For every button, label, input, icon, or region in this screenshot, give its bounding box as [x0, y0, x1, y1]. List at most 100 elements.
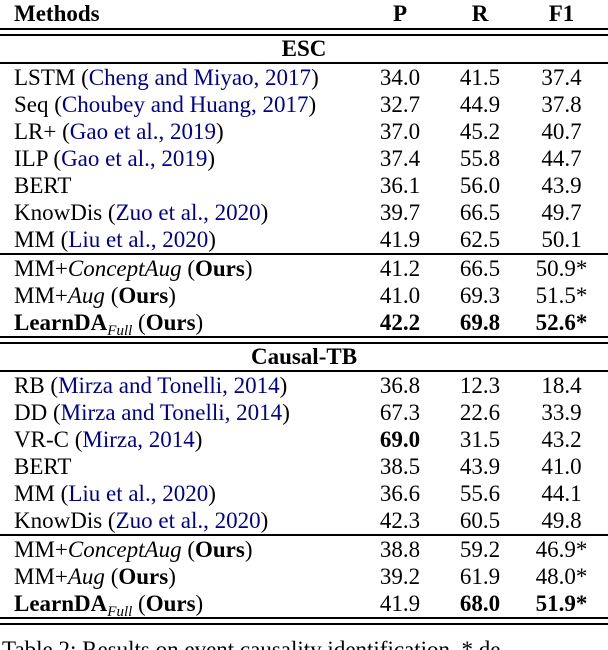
- table-caption: Table 2: Results on event causality iden…: [2, 637, 501, 650]
- table-row: MM+Aug (Ours) 41.0 69.3 51.5*: [0, 282, 608, 309]
- table-row: BERT 36.1 56.0 43.9: [0, 172, 608, 199]
- method-cell: MM+Aug (Ours): [0, 283, 355, 309]
- table-row: MM+ConceptAug (Ours) 38.8 59.2 46.9*: [0, 536, 608, 563]
- single-rule: [0, 253, 608, 255]
- precision-cell: 39.7: [379, 199, 421, 225]
- method-text-segment: ): [308, 91, 317, 117]
- method-cell: LearnDAFull (Ours): [0, 310, 355, 336]
- method-cell: MM+Aug (Ours): [0, 564, 355, 590]
- f1-cell: 43.2: [541, 426, 582, 452]
- table-row: KnowDis (Zuo et al., 2020) 42.3 60.5 49.8: [0, 507, 608, 534]
- citation-link[interactable]: Zuo et al., 2020: [115, 199, 261, 225]
- method-cell: MM (Liu et al., 2020): [0, 227, 355, 253]
- method-text-segment: ConceptAug: [67, 536, 182, 562]
- precision-cell: 41.9: [379, 226, 421, 252]
- method-text-segment: Full: [107, 603, 133, 617]
- method-text-segment: ): [195, 590, 204, 616]
- citation-link[interactable]: Cheng and Miyao, 2017: [88, 64, 312, 90]
- method-text-segment: LSTM (: [14, 64, 89, 90]
- method-cell: BERT: [0, 173, 355, 199]
- double-rule: [0, 336, 608, 344]
- citation-link[interactable]: Liu et al., 2020: [68, 226, 209, 252]
- citation-link[interactable]: Gao et al., 2019: [61, 145, 208, 171]
- method-cell: MM (Liu et al., 2020): [0, 481, 355, 507]
- f1-cell: 50.9*: [535, 255, 588, 281]
- citation-link[interactable]: Mirza and Tonelli, 2014: [60, 399, 283, 425]
- single-rule: [0, 370, 608, 372]
- f1-cell: 40.7: [541, 118, 582, 144]
- method-text-segment: Ours: [118, 282, 169, 308]
- precision-cell: 39.2: [379, 563, 421, 589]
- f1-cell: 51.5*: [535, 282, 588, 308]
- method-text-segment: Ours: [195, 536, 245, 562]
- method-text-segment: ): [282, 399, 290, 425]
- method-text-segment: (: [104, 563, 119, 589]
- method-text-segment: ): [260, 507, 269, 533]
- table-row: LearnDAFull (Ours) 41.9 68.0 51.9*: [0, 590, 608, 617]
- recall-cell: 22.6: [459, 399, 501, 425]
- method-text-segment: (: [132, 309, 146, 335]
- method-text-segment: ILP (: [14, 145, 62, 171]
- method-text-segment: Aug: [67, 563, 105, 589]
- recall-cell: 61.9: [459, 563, 501, 589]
- citation-link[interactable]: Liu et al., 2020: [68, 480, 209, 506]
- method-text-segment: ): [168, 563, 176, 589]
- citation-link[interactable]: Mirza and Tonelli, 2014: [58, 372, 280, 398]
- precision-cell: 36.1: [379, 172, 421, 198]
- method-text-segment: ): [279, 372, 288, 398]
- method-text-segment: ): [208, 226, 216, 252]
- double-rule: [0, 28, 608, 36]
- citation-link[interactable]: Gao et al., 2019: [69, 118, 217, 144]
- recall-cell: 55.8: [459, 145, 501, 171]
- recall-cell: 44.9: [459, 91, 501, 117]
- precision-cell: 41.0: [379, 282, 421, 308]
- precision-cell: 36.8: [379, 372, 421, 398]
- method-text-segment: MM (: [14, 480, 69, 506]
- precision-cell: 42.2: [379, 309, 421, 335]
- f1-cell: 44.1: [541, 480, 582, 506]
- recall-column-header: R: [471, 1, 489, 26]
- precision-cell: 67.3: [379, 399, 421, 425]
- table-row: MM+ConceptAug (Ours) 41.2 66.5 50.9*: [0, 255, 608, 282]
- recall-cell: 45.2: [459, 118, 501, 144]
- f1-cell: 49.8: [541, 507, 582, 533]
- precision-cell: 41.9: [379, 590, 421, 616]
- table-row: DD (Mirza and Tonelli, 2014) 67.3 22.6 33.9: [0, 399, 608, 426]
- f1-cell: 52.6*: [535, 309, 588, 335]
- table-row: VR-C (Mirza, 2014) 69.0 31.5 43.2: [0, 426, 608, 453]
- table-row: LearnDAFull (Ours) 42.2 69.8 52.6*: [0, 309, 608, 336]
- double-rule: [0, 617, 608, 625]
- precision-cell: 37.0: [379, 118, 421, 144]
- citation-link[interactable]: Choubey and Huang, 2017: [61, 91, 309, 117]
- recall-cell: 41.5: [459, 64, 501, 90]
- method-text-segment: (: [132, 590, 146, 616]
- recall-cell: 62.5: [459, 226, 501, 252]
- method-cell: MM+ConceptAug (Ours): [0, 537, 355, 563]
- f1-cell: 50.1: [541, 226, 582, 252]
- recall-cell: 55.6: [459, 480, 501, 506]
- f1-cell: 44.7: [541, 145, 582, 171]
- method-text-segment: Ours: [145, 590, 196, 616]
- table-row: RB (Mirza and Tonelli, 2014) 36.8 12.3 18.4: [0, 372, 608, 399]
- methods-column-header: Methods: [14, 1, 100, 26]
- method-text-segment: ): [195, 309, 204, 335]
- table-row: KnowDis (Zuo et al., 2020) 39.7 66.5 49.7: [0, 199, 608, 226]
- citation-link[interactable]: Mirza, 2014: [82, 426, 195, 452]
- f1-cell: 48.0*: [535, 563, 588, 589]
- citation-link[interactable]: Zuo et al., 2020: [115, 507, 261, 533]
- method-cell: MM+ConceptAug (Ours): [0, 256, 355, 282]
- method-cell: RB (Mirza and Tonelli, 2014): [0, 373, 355, 399]
- method-text-segment: Seq (: [14, 91, 62, 117]
- precision-cell: 42.3: [379, 507, 421, 533]
- f1-cell: 37.8: [541, 91, 582, 117]
- method-text-segment: ): [216, 118, 224, 144]
- recall-cell: 68.0: [459, 590, 501, 616]
- precision-cell: 32.7: [379, 91, 421, 117]
- f1-cell: 41.0: [541, 453, 582, 479]
- method-text-segment: ): [244, 536, 253, 562]
- method-cell: ILP (Gao et al., 2019): [0, 146, 355, 172]
- single-rule: [0, 534, 608, 536]
- table-header-row: Methods P R F1: [0, 0, 608, 28]
- method-text-segment: Ours: [145, 309, 196, 335]
- method-text-segment: MM (: [14, 226, 69, 252]
